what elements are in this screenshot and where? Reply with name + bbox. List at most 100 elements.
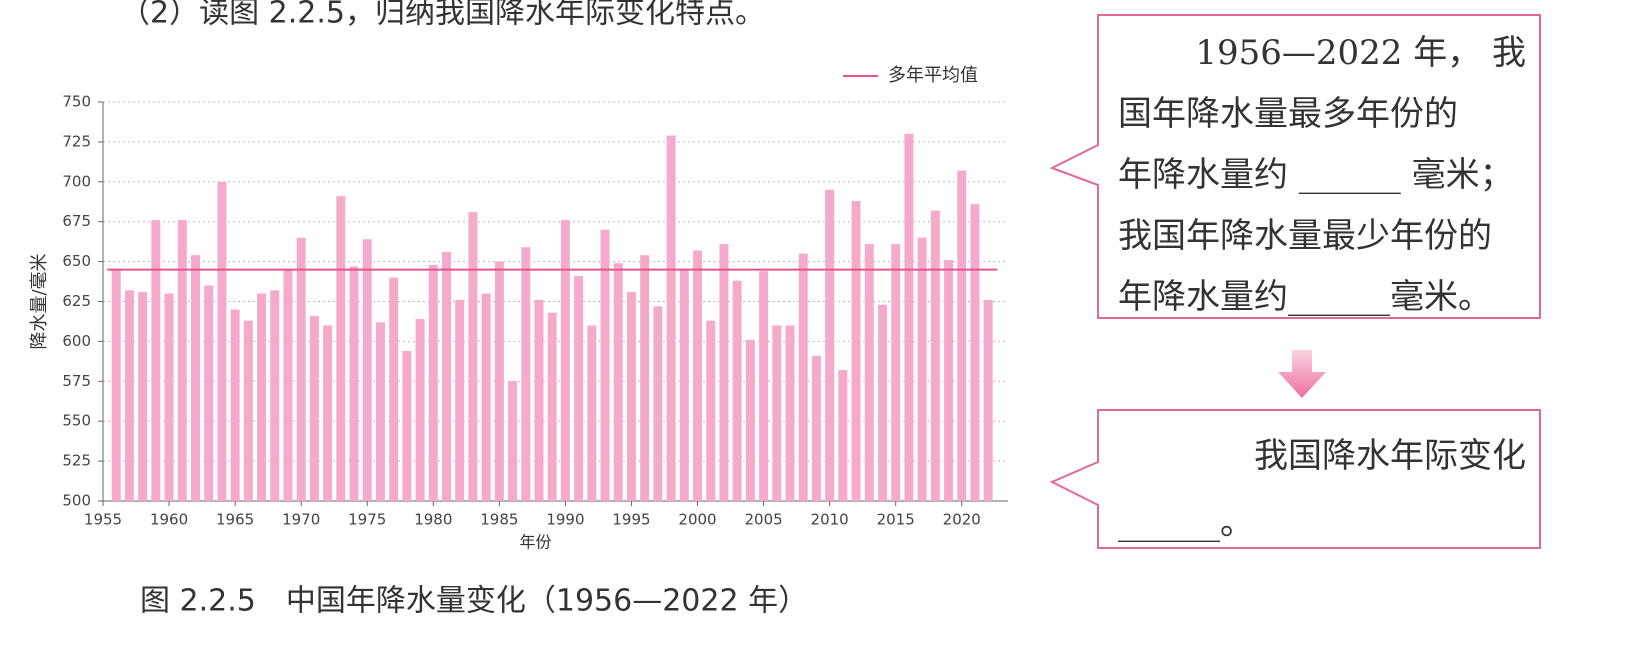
y-tick-label: 750 bbox=[62, 93, 91, 111]
callout-text: 我国降水年际变化 bbox=[1254, 436, 1526, 476]
bar bbox=[138, 291, 148, 501]
x-tick-label: 1975 bbox=[348, 511, 386, 529]
bar bbox=[375, 322, 385, 501]
bar bbox=[877, 304, 887, 501]
bar bbox=[442, 252, 451, 501]
y-tick-label: 600 bbox=[62, 332, 91, 350]
x-tick-label: 1985 bbox=[480, 511, 518, 529]
bar bbox=[613, 263, 623, 501]
y-tick-label: 650 bbox=[62, 252, 91, 270]
callout-box bbox=[1049, 409, 1541, 549]
bar bbox=[626, 291, 636, 501]
bar bbox=[111, 269, 121, 501]
callout-text: 年降水量约 ______ 毫米； bbox=[1118, 155, 1514, 195]
bar bbox=[336, 196, 346, 501]
bar bbox=[521, 247, 531, 501]
bar bbox=[983, 299, 993, 501]
bar bbox=[402, 350, 412, 501]
bar bbox=[640, 255, 650, 501]
callout-text: ______。 bbox=[1118, 503, 1254, 543]
bar bbox=[719, 244, 729, 501]
bar bbox=[904, 133, 914, 502]
bar bbox=[706, 320, 716, 501]
y-tick-label: 725 bbox=[62, 132, 91, 150]
callout-text: 国年降水量最多年份的 bbox=[1118, 94, 1458, 134]
callout-text: 1956—2022 年， 我 bbox=[1195, 33, 1526, 73]
bar bbox=[600, 229, 610, 501]
arrow bbox=[1278, 350, 1326, 398]
bar bbox=[732, 280, 742, 501]
bar bbox=[917, 237, 927, 501]
bar bbox=[785, 325, 795, 501]
bar bbox=[864, 244, 874, 501]
bar bbox=[362, 239, 372, 502]
y-tick-label: 625 bbox=[62, 292, 91, 310]
bar bbox=[164, 293, 174, 501]
bar bbox=[838, 370, 848, 501]
callout-box bbox=[1049, 14, 1541, 319]
figure-caption: 图 2.2.5 中国年降水量变化（1956—2022 年） bbox=[140, 584, 808, 619]
bar bbox=[230, 309, 240, 501]
bar bbox=[944, 260, 954, 501]
bar bbox=[428, 264, 438, 501]
x-tick-label: 1995 bbox=[612, 511, 650, 529]
callout-text: 年降水量约______毫米。 bbox=[1118, 277, 1492, 317]
x-tick-label: 1955 bbox=[84, 511, 122, 529]
bar bbox=[560, 220, 570, 501]
bar bbox=[574, 275, 584, 501]
bar bbox=[323, 325, 333, 501]
bar bbox=[957, 170, 967, 502]
bar bbox=[679, 269, 689, 501]
bar bbox=[217, 181, 227, 502]
bar bbox=[653, 306, 663, 501]
x-tick-label: 1990 bbox=[546, 511, 584, 529]
y-tick-label: 500 bbox=[62, 492, 91, 510]
bar bbox=[772, 325, 782, 501]
bar bbox=[970, 204, 980, 502]
x-tick-label: 2020 bbox=[943, 511, 981, 529]
bar bbox=[666, 135, 676, 502]
x-tick-label: 2000 bbox=[678, 511, 716, 529]
legend-label: 多年平均值 bbox=[888, 65, 978, 86]
y-axis-label: 降水量/毫米 bbox=[29, 253, 50, 349]
bar bbox=[825, 189, 835, 501]
bar bbox=[455, 299, 465, 501]
bar bbox=[745, 339, 755, 501]
bar bbox=[508, 381, 518, 501]
x-tick-label: 2005 bbox=[744, 511, 782, 529]
y-tick-label: 550 bbox=[62, 412, 91, 430]
bar bbox=[494, 261, 504, 501]
y-tick-label: 675 bbox=[62, 212, 91, 230]
bar bbox=[190, 255, 200, 501]
bar bbox=[759, 271, 769, 501]
bar bbox=[283, 269, 293, 501]
y-tick-label: 525 bbox=[62, 452, 91, 470]
bar bbox=[204, 285, 214, 501]
bar bbox=[851, 200, 861, 501]
y-tick-label: 575 bbox=[62, 372, 91, 390]
bar bbox=[243, 320, 253, 501]
bar bbox=[798, 253, 808, 501]
x-tick-label: 1970 bbox=[282, 511, 320, 529]
bar bbox=[693, 250, 703, 501]
bar bbox=[587, 325, 597, 501]
bar bbox=[270, 290, 280, 501]
bar bbox=[257, 293, 267, 501]
bar bbox=[811, 355, 821, 501]
bar bbox=[415, 319, 425, 501]
bar bbox=[124, 290, 134, 501]
bar bbox=[296, 237, 306, 501]
bar bbox=[177, 220, 187, 501]
x-tick-label: 1980 bbox=[414, 511, 452, 529]
bar bbox=[389, 277, 399, 501]
callout-text: 我国年降水量最少年份的 bbox=[1118, 216, 1492, 256]
bar bbox=[534, 299, 544, 501]
x-axis-label: 年份 bbox=[519, 533, 551, 552]
bar bbox=[891, 244, 901, 501]
bar bbox=[349, 266, 359, 501]
x-tick-label: 1960 bbox=[150, 511, 188, 529]
question: （2）读图 2.2.5，归纳我国降水年际变化特点。 bbox=[120, 0, 765, 31]
bar bbox=[547, 312, 557, 501]
bar bbox=[468, 212, 478, 501]
